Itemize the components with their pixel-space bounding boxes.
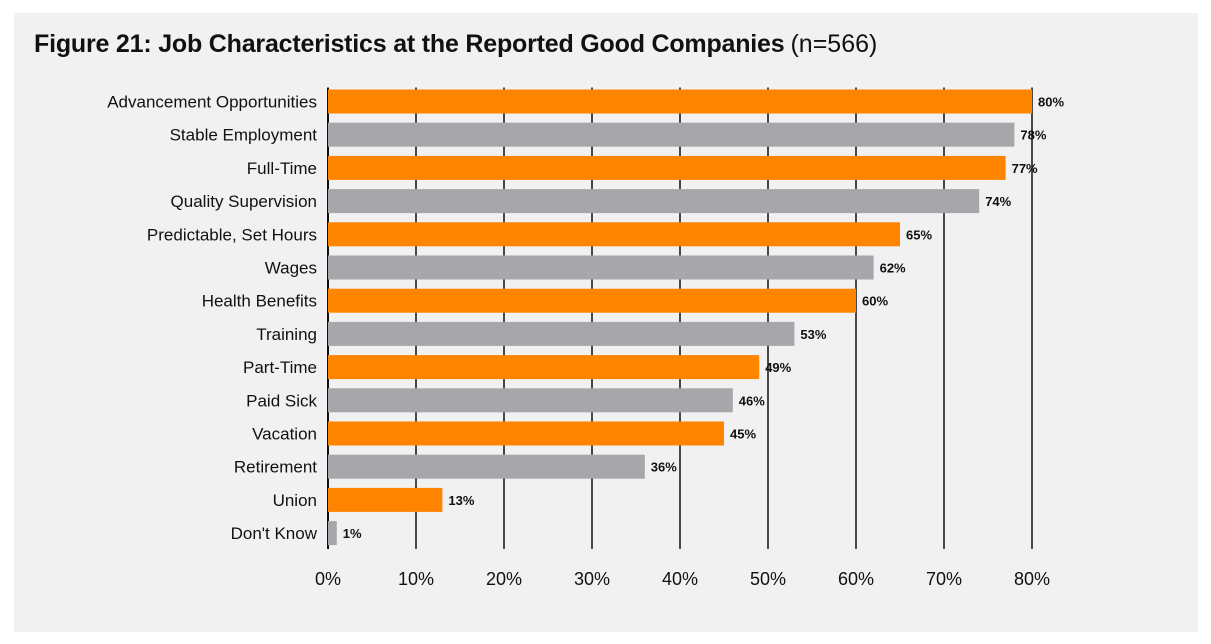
category-label: Paid Sick: [246, 391, 317, 410]
category-label: Advancement Opportunities: [107, 93, 317, 112]
bar: [328, 421, 724, 446]
bar: [328, 521, 337, 546]
category-label: Don't Know: [231, 524, 318, 543]
bar: [328, 189, 980, 214]
data-label: 46%: [739, 393, 765, 408]
x-tick-label: 50%: [750, 569, 786, 589]
bar: [328, 89, 1032, 114]
bar: [328, 321, 795, 346]
category-label: Training: [256, 325, 317, 344]
category-label: Part-Time: [243, 358, 317, 377]
bar: [328, 122, 1015, 147]
data-label: 77%: [1012, 161, 1038, 176]
bar: [328, 255, 874, 280]
data-label: 62%: [880, 261, 906, 276]
category-label: Stable Employment: [170, 126, 318, 145]
bar: [328, 388, 733, 413]
bar: [328, 222, 900, 247]
data-label: 13%: [448, 493, 474, 508]
category-label: Union: [273, 491, 317, 510]
x-tick-label: 40%: [662, 569, 698, 589]
figure-title-main: Figure 21: Job Characteristics at the Re…: [34, 30, 785, 58]
figure-title: Figure 21: Job Characteristics at the Re…: [34, 30, 877, 59]
bars: [328, 89, 1032, 546]
data-label: 65%: [906, 227, 932, 242]
category-label: Full-Time: [247, 159, 317, 178]
x-tick-label: 20%: [486, 569, 522, 589]
x-tick-label: 0%: [315, 569, 341, 589]
category-label: Quality Supervision: [171, 192, 317, 211]
data-label: 1%: [343, 526, 362, 541]
data-label: 60%: [862, 294, 888, 309]
x-tick-label: 80%: [1014, 569, 1050, 589]
bar: [328, 155, 1006, 180]
data-label: 36%: [651, 460, 677, 475]
x-tick-label: 70%: [926, 569, 962, 589]
value-labels: 80% 78% 77% 74% 65% 62% 60% 53% 49% 46% 45% 36% 13% 1…: [343, 95, 1065, 542]
category-label: Vacation: [252, 425, 317, 444]
bar: [328, 454, 645, 479]
bar: [328, 288, 856, 313]
data-label: 53%: [800, 327, 826, 342]
bar: [328, 355, 760, 380]
data-label: 74%: [985, 194, 1011, 209]
data-label: 49%: [765, 360, 791, 375]
category-label: Wages: [265, 259, 317, 278]
x-axis-tick-labels: 0% 10% 20% 30% 40% 50% 60% 70% 80%: [315, 569, 1050, 589]
x-tick-label: 30%: [574, 569, 610, 589]
x-tick-label: 10%: [398, 569, 434, 589]
data-label: 45%: [730, 427, 756, 442]
data-label: 80%: [1038, 95, 1064, 110]
category-label: Retirement: [234, 458, 317, 477]
category-labels: Advancement Opportunities Stable Employme…: [107, 93, 318, 544]
data-label: 78%: [1020, 128, 1046, 143]
figure-title-sample-size: (n=566): [790, 30, 878, 58]
bar: [328, 487, 443, 512]
x-tick-label: 60%: [838, 569, 874, 589]
category-label: Predictable, Set Hours: [147, 225, 317, 244]
category-label: Health Benefits: [202, 292, 317, 311]
